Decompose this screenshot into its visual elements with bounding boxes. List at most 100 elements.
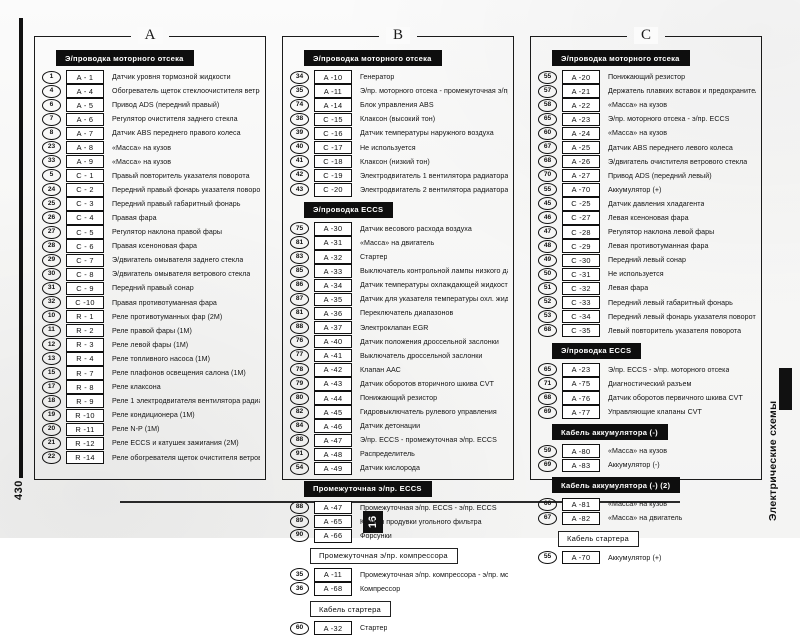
connector-code: R -12 <box>66 436 104 451</box>
component-description: Стартер <box>360 624 388 633</box>
callout-number: 45 <box>538 197 557 211</box>
component-description: Промежуточная э/пр. ECCS - э/пр. ECCS <box>360 503 497 512</box>
section-header: Э/проводка ECCS <box>304 201 394 218</box>
legend-row: 87 A -35 Датчик для указателя температуры … <box>290 292 508 307</box>
connector-code: R -14 <box>66 450 104 465</box>
component-description: Выключатель контрольной лампы низкого да… <box>360 267 508 276</box>
legend-row: 81 A -36 Переключатель диапазонов <box>290 306 508 321</box>
connector-code: R - 9 <box>66 394 104 408</box>
connector-code: A -43 <box>314 377 352 391</box>
component-description: Датчик для указателя температуры охл. жи… <box>360 295 508 304</box>
component-description: Клапан продувки угольного фильтра <box>360 517 482 526</box>
callout-number: 47 <box>538 225 557 239</box>
callout-number: 26 <box>42 211 61 225</box>
component-description: «Масса» на двигатель <box>360 238 435 247</box>
legend-row: 83 A -32 Стартер <box>290 250 508 264</box>
component-description: «Масса» на кузов <box>608 447 668 456</box>
connector-code: R - 8 <box>66 380 104 394</box>
section-header: Э/проводка моторного отсека <box>552 50 690 66</box>
callout-number: 91 <box>290 447 309 461</box>
legend-row: 69 A -83 Аккумулятор (-) <box>538 458 756 473</box>
connector-code: A -42 <box>314 363 352 377</box>
connector-code: A -65 <box>314 514 352 529</box>
section-header: Кабель аккумулятора (-) (2) <box>552 477 681 494</box>
connector-code: A -32 <box>314 621 352 635</box>
connector-code: A -24 <box>562 126 600 141</box>
legend-row: 50 C -31 Не используется <box>538 267 756 282</box>
legend-row: 70 A -27 Привод ADS (передний левый) <box>538 168 756 183</box>
component-description: Передний правый сонар <box>112 284 194 293</box>
connector-code: C -29 <box>562 239 600 253</box>
column-b: B Э/проводка моторного отсека 34 A -10 Генер… <box>282 27 514 635</box>
callout-number: 57 <box>538 84 557 98</box>
component-description: «Масса» на кузов <box>608 500 668 509</box>
callout-number: 15 <box>42 366 61 380</box>
component-description: Датчик температуры охлаждающей жидкости <box>360 281 508 290</box>
component-description: Управляющие клапаны CVT <box>608 408 702 417</box>
left-margin-rule <box>19 18 23 478</box>
connector-code: C - 4 <box>66 211 104 225</box>
legend-row: 52 C -33 Передний левый габаритный фонарь <box>538 295 756 310</box>
callout-number: 76 <box>290 335 309 349</box>
connector-code: A -22 <box>562 98 600 112</box>
callout-number: 32 <box>42 296 61 310</box>
component-description: «Масса» на кузов <box>112 143 172 152</box>
component-description: Блок управления ABS <box>360 101 434 110</box>
component-description: Реле плафонов освещения салона (1М) <box>112 369 246 378</box>
component-description: Датчик температуры наружного воздуха <box>360 129 494 138</box>
connector-code: A - 4 <box>66 84 104 98</box>
callout-number: 22 <box>42 451 61 465</box>
column-body: Э/проводка моторного отсека 55 A -20 Понижа… <box>530 36 762 571</box>
legend-row: 41 C -18 Клаксон (низкий тон) <box>290 154 508 169</box>
legend-row: 79 A -43 Датчик оборотов вторичного шкива … <box>290 377 508 391</box>
connector-code: A -34 <box>314 278 352 293</box>
component-description: Датчик оборотов вторичного шкива CVT <box>360 379 495 388</box>
column-frame-top-left <box>530 36 628 37</box>
component-description: Клаксон (низкий тон) <box>360 157 430 166</box>
section-header: Промежуточная э/пр. компрессора <box>310 547 458 564</box>
component-description: Датчик кислорода <box>360 464 420 473</box>
component-description: Передний левый габаритный фонарь <box>608 298 733 307</box>
legend-row: 68 A -76 Датчик оборотов первичного шкива … <box>538 391 756 405</box>
legend-row: 19 R -10 Реле кондиционера (1М) <box>42 408 260 423</box>
component-description: Регулятор наклона правой фары <box>112 228 222 237</box>
callout-number: 31 <box>42 281 61 295</box>
callout-number: 35 <box>290 84 309 98</box>
callout-number: 12 <box>42 338 61 352</box>
callout-number: 25 <box>42 197 61 211</box>
callout-number: 55 <box>538 70 557 84</box>
column-a: A Э/проводка моторного отсека 1 A - 1 Датчик… <box>34 27 266 480</box>
legend-row: 11 R - 2 Реле правой фары (1М) <box>42 323 260 338</box>
legend-row: 60 A -24 «Масса» на кузов <box>538 126 756 141</box>
callout-number: 83 <box>290 250 309 264</box>
legend-row: 49 C -30 Передний левый сонар <box>538 253 756 268</box>
legend-row: 48 C -29 Левая противотуманная фара <box>538 239 756 253</box>
chapter-side-label: Электрические схемы <box>767 400 779 521</box>
component-description: Датчик детонации <box>360 422 421 431</box>
component-description: Привод ADS (передний левый) <box>608 171 712 180</box>
column-c: C Э/проводка моторного отсека 55 A -20 Пониж… <box>530 27 762 565</box>
connector-code: A -11 <box>314 568 352 582</box>
callout-number: 85 <box>290 264 309 278</box>
legend-row: 55 A -20 Понижающий резистор <box>538 70 756 84</box>
callout-number: 67 <box>538 511 557 525</box>
legend-row: 39 C -16 Датчик температуры наружного возд… <box>290 126 508 141</box>
connector-code: A -48 <box>314 447 352 462</box>
callout-number: 34 <box>290 70 309 84</box>
legend-row: 88 A -37 Электроклапан EGR <box>290 320 508 335</box>
connector-code: A - 6 <box>66 112 104 127</box>
legend-row: 30 C - 8 Э/двигатель омывателя ветрового с… <box>42 267 260 282</box>
component-description: Привод ADS (передний правый) <box>112 101 220 110</box>
legend-row: 24 C - 2 Передний правый фонарь указателя … <box>42 183 260 197</box>
callout-number: 81 <box>290 306 309 320</box>
callout-number: 27 <box>42 225 61 239</box>
connector-code: A -20 <box>562 70 600 84</box>
component-description: Реле топливного насоса (1М) <box>112 354 211 363</box>
column-letter: B <box>385 27 411 44</box>
legend-row: 69 A -77 Управляющие клапаны CVT <box>538 405 756 419</box>
connector-code: R - 2 <box>66 323 104 338</box>
section-header: Э/проводка моторного отсека <box>56 50 194 66</box>
legend-row: 12 R - 3 Реле левой фары (1М) <box>42 338 260 352</box>
connector-code: A -14 <box>314 98 352 112</box>
